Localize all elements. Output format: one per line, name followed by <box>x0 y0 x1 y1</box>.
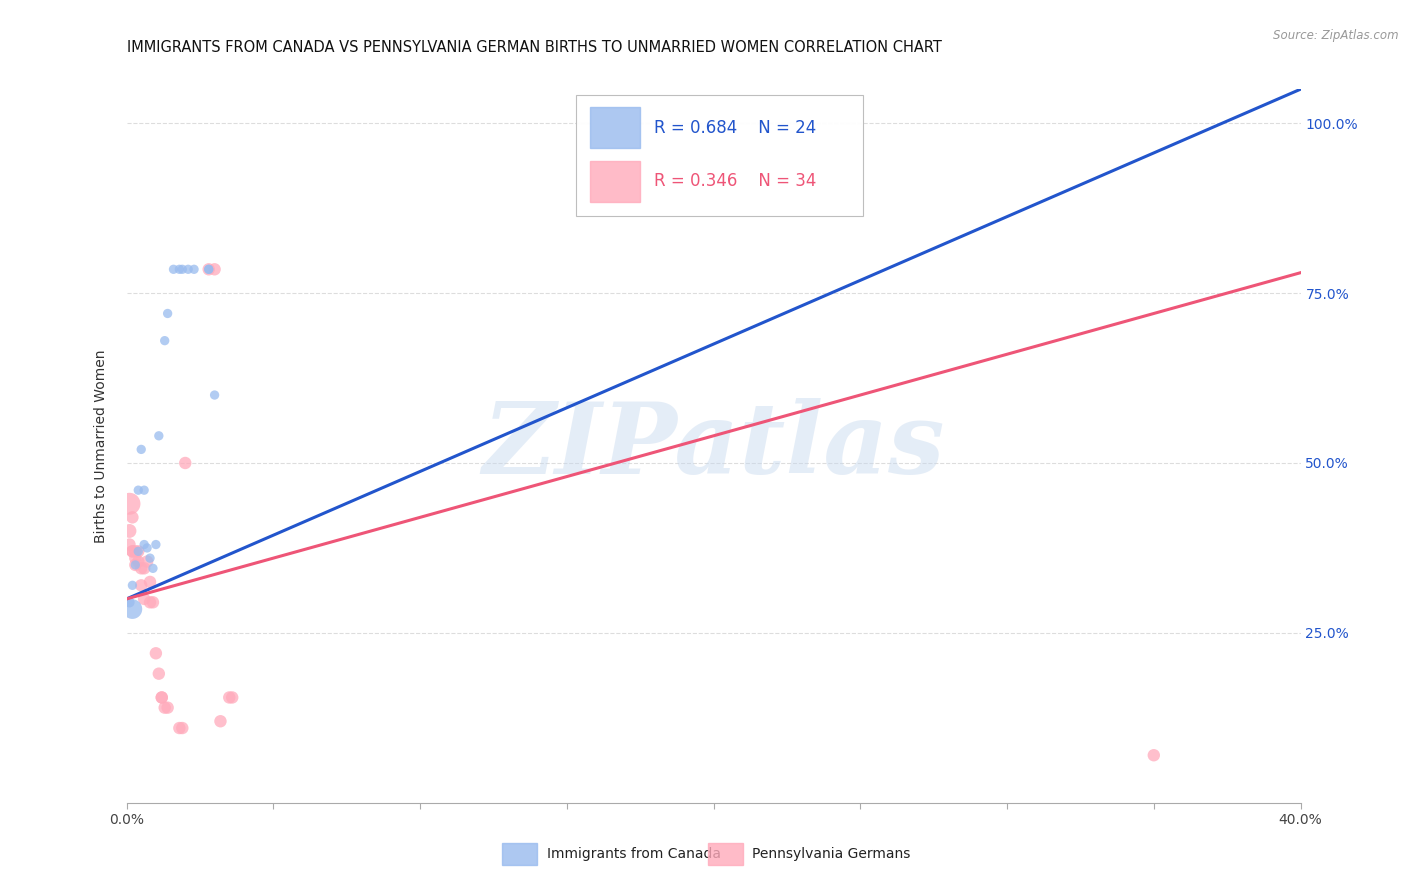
Point <box>153 700 176 714</box>
Point <box>118 537 141 551</box>
Point <box>127 544 149 558</box>
Point <box>156 306 179 320</box>
Point <box>172 721 194 735</box>
Point <box>127 544 149 558</box>
Point <box>121 602 143 616</box>
Point <box>134 537 156 551</box>
Bar <box>707 844 742 865</box>
Point <box>127 555 149 569</box>
Bar <box>591 107 640 148</box>
Point <box>134 483 156 498</box>
Point <box>129 442 152 457</box>
Point <box>169 262 191 277</box>
Point <box>153 334 176 348</box>
Point <box>127 483 149 498</box>
Point <box>129 578 152 592</box>
Point <box>134 591 156 606</box>
Point <box>183 262 205 277</box>
Point <box>136 555 159 569</box>
Point <box>124 558 146 572</box>
Point <box>118 497 141 511</box>
FancyBboxPatch shape <box>576 95 863 216</box>
Text: IMMIGRANTS FROM CANADA VS PENNSYLVANIA GERMAN BIRTHS TO UNMARRIED WOMEN CORRELAT: IMMIGRANTS FROM CANADA VS PENNSYLVANIA G… <box>127 40 942 55</box>
Point <box>1143 748 1166 763</box>
Bar <box>591 161 640 202</box>
Point <box>172 262 194 277</box>
Point <box>148 666 170 681</box>
Point <box>142 561 165 575</box>
Bar <box>502 844 537 865</box>
Text: R = 0.346    N = 34: R = 0.346 N = 34 <box>654 172 815 190</box>
Point <box>124 558 146 572</box>
Point <box>134 561 156 575</box>
Point <box>150 690 173 705</box>
Point <box>177 262 200 277</box>
Point <box>209 714 232 729</box>
Point <box>121 544 143 558</box>
Point <box>197 262 219 277</box>
Point <box>142 595 165 609</box>
Point <box>197 262 219 277</box>
Point <box>148 429 170 443</box>
Point <box>221 690 243 705</box>
Point <box>139 551 162 566</box>
Text: R = 0.684    N = 24: R = 0.684 N = 24 <box>654 119 815 136</box>
Point <box>121 578 143 592</box>
Text: ZIPatlas: ZIPatlas <box>482 398 945 494</box>
Point <box>162 262 184 277</box>
Point <box>150 690 173 705</box>
Text: Pennsylvania Germans: Pennsylvania Germans <box>752 847 911 861</box>
Point <box>136 541 159 555</box>
Point <box>124 544 146 558</box>
Point <box>204 262 226 277</box>
Point <box>169 721 191 735</box>
Text: Immigrants from Canada: Immigrants from Canada <box>547 847 721 861</box>
Point <box>129 561 152 575</box>
Point <box>139 574 162 589</box>
Point <box>121 510 143 524</box>
Point <box>218 690 240 705</box>
Point <box>174 456 197 470</box>
Point <box>139 595 162 609</box>
Point <box>145 537 167 551</box>
Point <box>121 544 143 558</box>
Point <box>124 551 146 566</box>
Point <box>156 700 179 714</box>
Point <box>197 262 219 277</box>
Point <box>118 524 141 538</box>
Point <box>118 595 141 609</box>
Point <box>145 646 167 660</box>
Point <box>204 388 226 402</box>
Y-axis label: Births to Unmarried Women: Births to Unmarried Women <box>94 350 108 542</box>
Text: Source: ZipAtlas.com: Source: ZipAtlas.com <box>1274 29 1399 42</box>
